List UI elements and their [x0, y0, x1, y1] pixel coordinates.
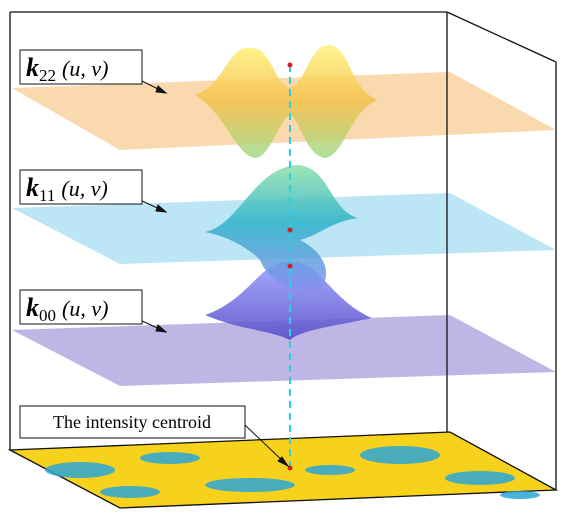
surface-k22	[195, 45, 378, 158]
symbol: k	[26, 293, 39, 322]
args: (u, v)	[61, 176, 107, 201]
label-centroid: The intensity centroid	[19, 405, 246, 439]
svg-text:k22(u, v): k22 (u, v)	[26, 53, 108, 85]
label-arrows	[139, 79, 290, 468]
box-frame	[9, 11, 557, 490]
symbol: k	[26, 53, 39, 82]
svg-text:k11(u, v): k11 (u, v)	[26, 173, 108, 205]
centroid-text: The intensity centroid	[53, 412, 211, 432]
label-k22: k22 (u, v)	[19, 49, 143, 85]
surface-k00	[205, 261, 372, 340]
args: (u, v)	[62, 296, 108, 321]
svg-text:k00(u, v): k00 (u, v)	[26, 293, 108, 325]
surface-k11	[205, 165, 358, 292]
subscript: 22	[39, 66, 56, 85]
plane-k00	[12, 315, 556, 386]
label-k11: k11 (u, v)	[19, 169, 143, 205]
subscript: 11	[39, 186, 55, 205]
intensity-floor	[7, 431, 559, 509]
args: (u, v)	[62, 56, 108, 81]
label-k00: k00 (u, v)	[19, 289, 143, 325]
subscript: 00	[39, 306, 56, 325]
symbol: k	[26, 173, 39, 202]
